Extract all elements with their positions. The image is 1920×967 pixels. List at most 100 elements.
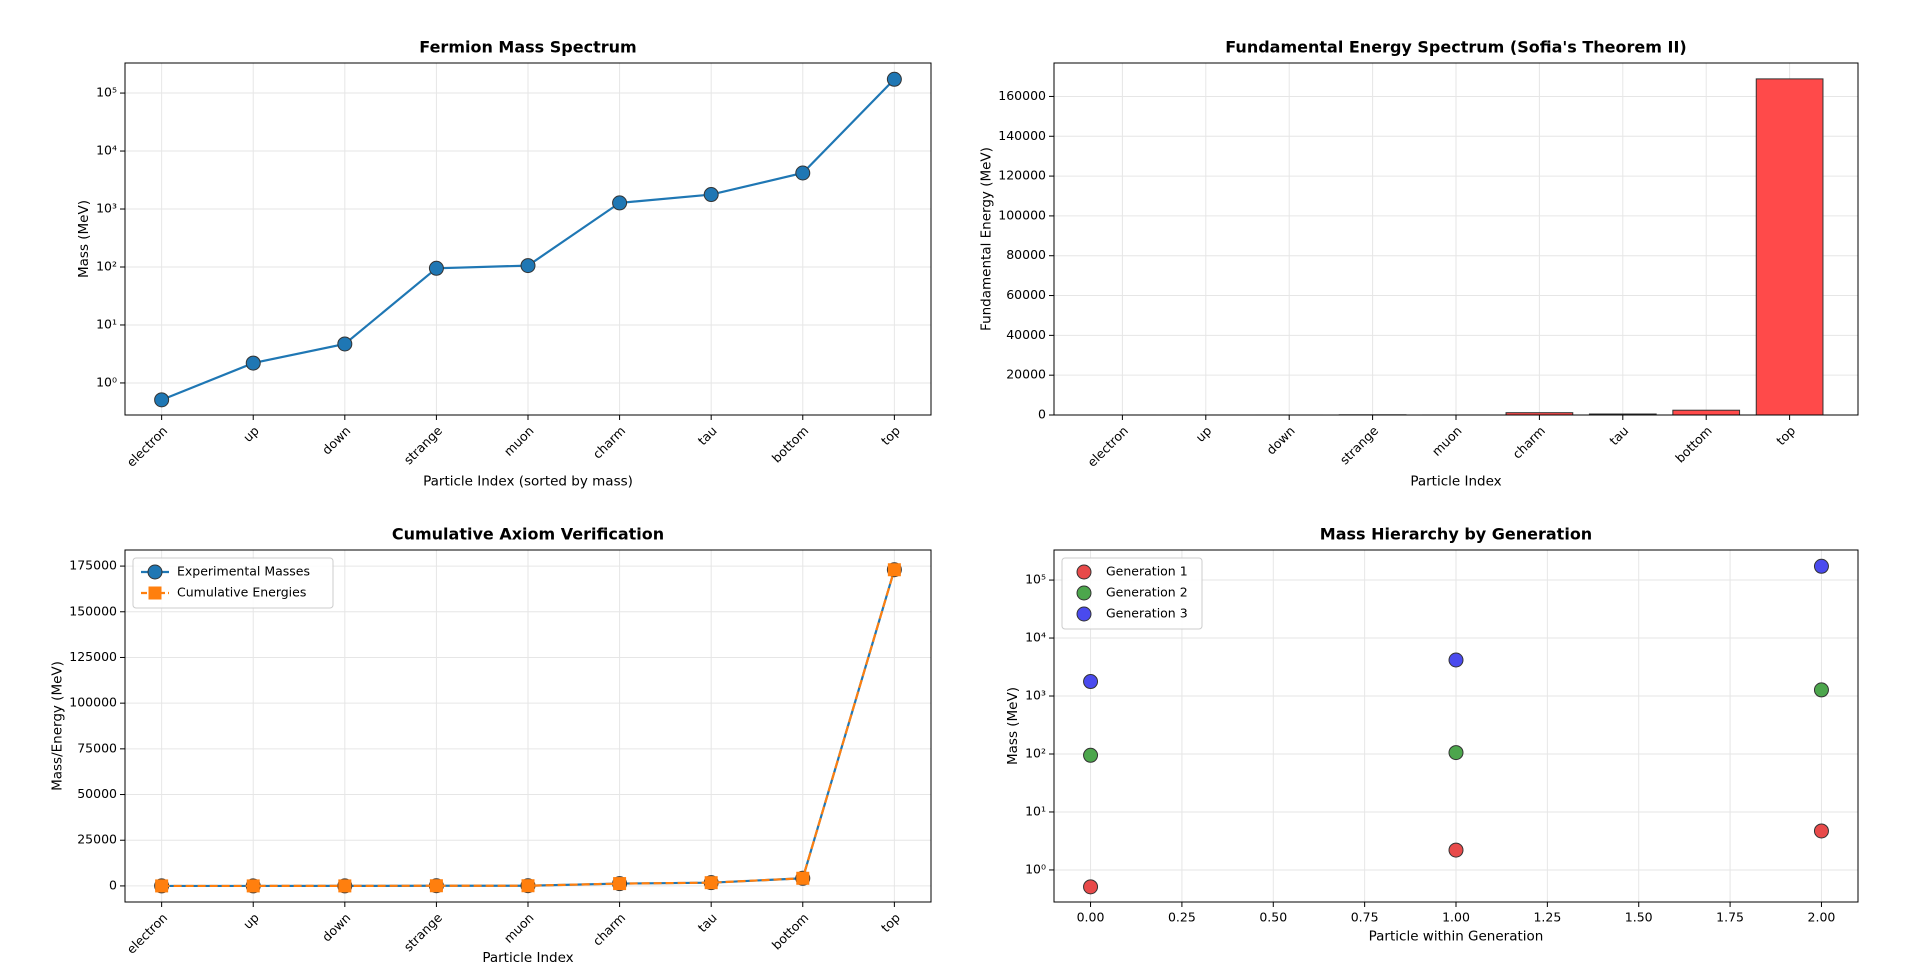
x-tick-label: up — [240, 423, 262, 445]
point — [337, 336, 353, 352]
x-axis-label: Particle Index (sorted by mass) — [423, 474, 633, 490]
y-tick-label: 10⁰ — [1025, 861, 1046, 876]
point — [429, 879, 443, 893]
y-axis-label: Fundamental Energy (MeV) — [978, 147, 994, 331]
point — [154, 392, 170, 408]
x-tick-label: strange — [401, 910, 446, 955]
x-tick-label: 2.00 — [1808, 910, 1836, 925]
x-tick-label: 1.75 — [1716, 910, 1744, 925]
legend-marker — [147, 564, 163, 580]
legend-label: Generation 3 — [1106, 606, 1188, 621]
point — [245, 355, 261, 371]
bar — [1755, 78, 1824, 416]
legend-label: Experimental Masses — [177, 564, 310, 579]
y-tick-label: 10⁵ — [96, 85, 117, 100]
x-tick-label: charm — [1509, 423, 1548, 462]
point — [1083, 879, 1099, 895]
point — [1813, 682, 1829, 698]
x-tick-label: tau — [695, 910, 720, 935]
x-tick-label: top — [1773, 423, 1798, 448]
x-tick-label: 1.50 — [1625, 910, 1653, 925]
x-tick-label: muon — [501, 910, 537, 946]
point — [1448, 842, 1464, 858]
point — [1813, 558, 1829, 574]
point — [1083, 747, 1099, 763]
x-axis-label: Particle Index — [482, 950, 573, 966]
x-tick-label: muon — [1429, 423, 1465, 459]
x-tick-label: top — [878, 910, 903, 935]
chart-title: Fermion Mass Spectrum — [419, 38, 636, 57]
x-tick-label: electron — [124, 423, 171, 470]
x-tick-label: 0.75 — [1351, 910, 1379, 925]
y-tick-label: 10⁵ — [1025, 572, 1046, 587]
y-tick-label: 20000 — [1006, 367, 1046, 382]
x-tick-label: 0.00 — [1077, 910, 1105, 925]
legend-marker — [1076, 564, 1092, 580]
y-tick-label: 10³ — [96, 201, 117, 216]
y-tick-label: 125000 — [69, 649, 117, 664]
x-tick-label: bottom — [769, 423, 812, 466]
point — [155, 879, 169, 893]
chart-title: Cumulative Axiom Verification — [392, 525, 664, 544]
x-tick-label: charm — [590, 910, 629, 949]
point — [338, 879, 352, 893]
y-tick-label: 0 — [1038, 407, 1046, 422]
point — [613, 877, 627, 891]
x-axis-label: Particle within Generation — [1369, 929, 1544, 945]
y-tick-label: 10⁴ — [96, 143, 117, 158]
point — [520, 258, 536, 274]
y-tick-label: 175000 — [69, 558, 117, 573]
x-tick-label: 1.00 — [1442, 910, 1470, 925]
chart-title: Fundamental Energy Spectrum (Sofia's The… — [1225, 38, 1686, 57]
x-tick-label: strange — [401, 423, 446, 468]
x-tick-label: charm — [590, 423, 629, 462]
y-tick-label: 0 — [109, 877, 117, 892]
point — [1448, 652, 1464, 668]
y-axis-label: Mass (MeV) — [76, 200, 92, 278]
legend-box — [1061, 557, 1203, 630]
y-tick-label: 10² — [1025, 745, 1046, 760]
y-tick-label: 75000 — [77, 740, 117, 755]
chart-title: Mass Hierarchy by Generation — [1320, 525, 1592, 544]
x-tick-label: tau — [695, 423, 720, 448]
x-tick-label: electron — [124, 910, 171, 957]
point — [886, 71, 902, 87]
legend-label: Generation 2 — [1106, 585, 1188, 600]
legend-box — [132, 557, 334, 609]
x-tick-label: down — [1263, 423, 1297, 457]
point — [1813, 823, 1829, 839]
x-tick-label: 0.50 — [1259, 910, 1287, 925]
x-tick-label: bottom — [1672, 423, 1715, 466]
x-tick-label: 0.25 — [1168, 910, 1196, 925]
y-tick-label: 160000 — [998, 88, 1046, 103]
legend-marker — [148, 586, 162, 600]
x-tick-label: top — [878, 423, 903, 448]
y-axis-label: Mass (MeV) — [1005, 687, 1021, 765]
y-tick-label: 100000 — [69, 695, 117, 710]
x-tick-label: tau — [1606, 423, 1631, 448]
legend-label: Cumulative Energies — [177, 585, 306, 600]
point — [1083, 674, 1099, 690]
x-axis-label: Particle Index — [1410, 474, 1501, 490]
y-tick-label: 80000 — [1006, 247, 1046, 262]
x-tick-label: up — [1193, 423, 1215, 445]
legend-marker — [1076, 606, 1092, 622]
point — [704, 876, 718, 890]
point — [428, 260, 444, 276]
x-tick-label: muon — [501, 423, 537, 459]
y-tick-label: 10⁰ — [96, 374, 117, 389]
y-tick-label: 10³ — [1025, 688, 1046, 703]
y-tick-label: 10¹ — [96, 316, 117, 331]
x-tick-label: strange — [1337, 423, 1382, 468]
y-tick-label: 140000 — [998, 128, 1046, 143]
point — [1448, 745, 1464, 761]
y-tick-label: 10¹ — [1025, 803, 1046, 818]
x-tick-label: down — [319, 423, 353, 457]
y-axis-label: Mass/Energy (MeV) — [49, 661, 65, 791]
point — [703, 187, 719, 203]
legend-label: Generation 1 — [1106, 564, 1188, 579]
y-tick-label: 120000 — [998, 168, 1046, 183]
x-tick-label: 1.25 — [1533, 910, 1561, 925]
point — [796, 871, 810, 885]
